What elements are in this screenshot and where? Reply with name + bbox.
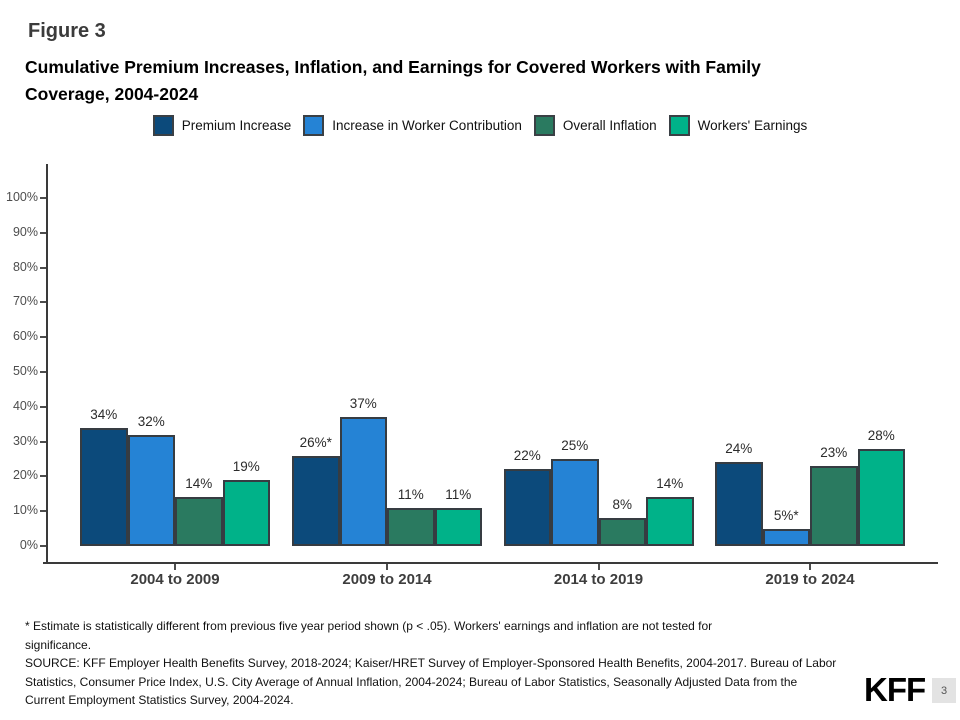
y-axis-tick-label: 40% [12,398,38,413]
bar-premium-increase-2009-to-2014 [292,456,340,546]
legend-item-premium-increase: Premium Increase [152,115,292,136]
chart-title: Cumulative Premium Increases, Inflation,… [25,54,925,108]
x-axis-tick-mark [597,564,600,570]
y-axis-tick-label: 100% [6,190,38,204]
kff-logo: KFF [864,671,926,708]
y-axis-tick-mark [40,545,46,547]
bar-value-label: 14% [185,476,213,491]
bar-premium-increase-2014-to-2019 [503,469,551,546]
y-axis-tick-mark [40,510,46,513]
bar-premium-increase-2004-to-2009 [80,428,128,546]
asterisk-footnote: * Estimate is statistically different fr… [25,617,925,654]
legend-item-overall-inflation: Overall Inflation [533,115,657,136]
y-axis-tick-mark [40,301,46,304]
bar-value-label: 8% [612,497,632,512]
bar-overall-inflation-2014-to-2019 [598,518,646,546]
bar-overall-inflation-2009-to-2014 [387,508,435,546]
page-number-badge: 3 [932,678,956,703]
legend: Premium Increase Increase in Worker Contr… [0,115,960,136]
bar-workers-earnings-2014-to-2019 [646,497,694,546]
legend-swatch-overall-inflation [533,115,555,136]
bar-workers-earnings-2009-to-2014 [434,508,482,546]
y-axis-tick-label: 30% [12,433,38,448]
y-axis-tick-mark [40,475,46,478]
y-axis-tick-mark [40,371,46,373]
y-axis-tick-label: 0% [19,538,38,552]
bar-overall-inflation-2004-to-2009 [175,497,223,546]
y-axis-tick-label: 50% [12,364,38,378]
bar-value-label: 37% [349,396,377,411]
bar-value-label: 28% [867,428,895,443]
bar-value-label: 24% [725,441,753,456]
bar-premium-increase-2019-to-2024 [715,462,763,546]
x-axis-category-label: 2009 to 2014 [342,571,432,588]
y-axis-tick-mark [40,231,46,234]
y-axis-tick-mark [40,405,46,408]
y-axis-tick-label: 80% [12,259,38,274]
y-axis-tick-label: 90% [12,224,38,239]
bar-value-label: 5%* [773,508,799,523]
bar-value-label: 23% [820,445,848,460]
bar-increase-in-worker-contribution-2014-to-2019 [551,459,599,546]
legend-item-increase-in-worker-contribution: Increase in Worker Contribution [303,115,522,136]
bar-increase-in-worker-contribution-2009-to-2014 [339,417,387,546]
y-axis-tick-mark [40,266,46,269]
source-line: SOURCE: KFF Employer Health Benefits Sur… [25,656,837,670]
bar-increase-in-worker-contribution-2019-to-2024 [762,529,810,546]
y-axis-tick-mark [40,197,46,199]
bar-workers-earnings-2004-to-2009 [222,480,270,546]
x-axis-tick-mark [386,564,388,570]
y-axis-tick-label: 60% [12,329,38,344]
y-axis-tick-label: 70% [12,294,38,309]
legend-label: Increase in Worker Contribution [332,118,522,133]
bar-increase-in-worker-contribution-2004-to-2009 [127,435,175,546]
y-axis-line [46,164,48,564]
legend-label: Overall Inflation [562,118,657,133]
x-axis-line [43,562,938,564]
footnote-line: significance. [25,637,92,652]
footnote-line: * Estimate is statistically different fr… [25,619,713,633]
bar-value-label: 25% [561,438,589,453]
legend-swatch-premium-increase [152,115,174,136]
bar-value-label: 32% [137,414,165,429]
y-axis-tick-mark [40,336,46,339]
bar-value-label: 19% [232,459,260,474]
legend-swatch-workers-earnings [668,115,690,136]
x-axis-category-label: 2014 to 2019 [553,571,644,588]
source-line: Statistics, Consumer Price Index, U.S. C… [25,674,798,689]
chart-title-line: Cumulative Premium Increases, Inflation,… [25,57,761,77]
x-axis-tick-mark [809,564,811,570]
y-axis-tick-mark [40,440,46,443]
chart-title-line: Coverage, 2004-2024 [25,84,199,104]
bar-value-label: 34% [90,407,118,422]
bar-value-label: 11% [445,487,472,502]
footnotes: * Estimate is statistically different fr… [25,617,925,710]
figure-label: Figure 3 [28,20,106,42]
legend-label: Workers' Earnings [697,118,808,133]
y-axis-tick-label: 10% [12,503,38,518]
bar-workers-earnings-2019-to-2024 [857,449,905,546]
x-axis-category-label: 2004 to 2009 [130,571,220,588]
legend-label: Premium Increase [181,118,292,133]
x-axis-tick-mark [174,564,176,570]
bar-value-label: 22% [513,448,541,463]
source-line: Current Employment Statistics Survey, 20… [25,693,294,707]
bar-value-label: 26%* [299,435,332,450]
bar-overall-inflation-2019-to-2024 [810,466,858,546]
legend-swatch-increase-in-worker-contribution [303,115,325,136]
bar-value-label: 11% [397,487,424,502]
bar-value-label: 14% [656,476,684,491]
y-axis-tick-label: 20% [12,468,38,483]
legend-item-workers-earnings: Workers' Earnings [668,115,808,136]
source-note: SOURCE: KFF Employer Health Benefits Sur… [25,654,925,710]
x-axis-category-label: 2019 to 2024 [765,571,855,588]
